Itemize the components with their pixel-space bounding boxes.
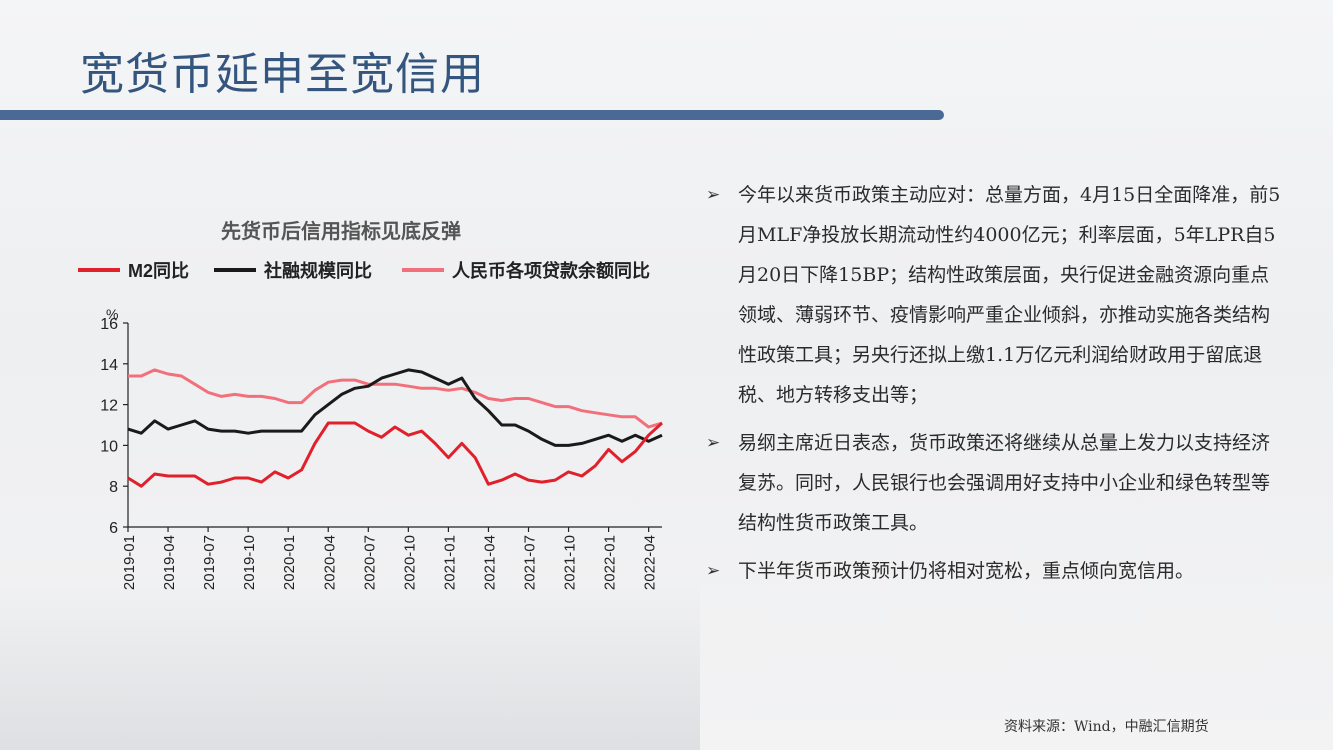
x-tick-label: 2019-07: [201, 535, 218, 590]
series-line: [128, 368, 663, 429]
legend-label: 社融规模同比: [264, 260, 372, 281]
x-tick-label: 2019-04: [161, 535, 178, 590]
x-tick-label: 2019-10: [241, 535, 258, 590]
bullet-item: ➢ 下半年货币政策预计仍将相对宽松，重点倾向宽信用。: [702, 551, 1282, 591]
x-tick-label: 2020-07: [361, 535, 378, 590]
city-skyline-background: [0, 580, 700, 750]
x-tick-label: 2020-04: [321, 535, 338, 590]
x-tick-label: 2019-01: [121, 535, 138, 590]
title-underline-bar: [0, 110, 944, 120]
x-tick-label: 2021-10: [562, 535, 579, 590]
series-line: [127, 421, 664, 488]
chart-series: [127, 368, 664, 488]
y-tick-label: 10: [100, 438, 118, 455]
x-tick-label: 2020-01: [281, 535, 298, 590]
source-note: 资料来源：Wind，中融汇信期货: [1004, 719, 1209, 735]
series-line: [127, 368, 663, 447]
y-tick-label: 8: [109, 479, 118, 496]
y-tick-label: 6: [109, 520, 118, 537]
x-tick-label: 2022-01: [602, 535, 619, 590]
page-title: 宽货币延申至宽信用: [80, 49, 485, 100]
y-tick-label: 14: [100, 357, 118, 374]
y-axis-unit-label: %: [106, 306, 118, 322]
x-tick-label: 2021-01: [441, 535, 458, 590]
legend-label: M2同比: [128, 261, 189, 281]
arrow-right-icon: ➢: [706, 185, 721, 205]
bullet-text: 易纲主席近日表态，货币政策还将继续从总量上发力以支持经济复苏。同时，人民银行也会…: [738, 432, 1271, 534]
bullet-item: ➢ 今年以来货币政策主动应对：总量方面，4月15日全面降准，前5月MLF净投放长期…: [702, 175, 1282, 415]
line-chart: 先货币后信用指标见底反弹 M2同比 社融规模同比 人民币各项贷款余额同比 6 8 10 1…: [78, 219, 664, 590]
legend-label: 人民币各项贷款余额同比: [452, 260, 650, 281]
x-tick-label: 2022-04: [642, 535, 659, 590]
bullet-text: 今年以来货币政策主动应对：总量方面，4月15日全面降准，前5月MLF净投放长期流…: [738, 184, 1281, 406]
x-tick-label: 2021-04: [481, 535, 498, 590]
bullet-list: ➢ 今年以来货币政策主动应对：总量方面，4月15日全面降准，前5月MLF净投放长期…: [702, 175, 1282, 599]
chart-title: 先货币后信用指标见底反弹: [221, 219, 461, 243]
bullet-text: 下半年货币政策预计仍将相对宽松，重点倾向宽信用。: [738, 560, 1195, 582]
y-tick-label: 16: [100, 316, 118, 333]
y-tick-label: 12: [100, 398, 118, 415]
chart-axes: 6 8 10 12 14 16% 2019-01 2019-04 2019-07 2019-10 2…: [100, 306, 662, 590]
x-tick-label: 2021-07: [522, 535, 539, 590]
x-tick-label: 2020-10: [401, 535, 418, 590]
bullet-item: ➢ 易纲主席近日表态，货币政策还将继续从总量上发力以支持经济复苏。同时，人民银行也…: [702, 423, 1282, 543]
arrow-right-icon: ➢: [706, 561, 721, 581]
chart-legend: M2同比 社融规模同比 人民币各项贷款余额同比: [78, 260, 650, 281]
arrow-right-icon: ➢: [706, 433, 721, 453]
